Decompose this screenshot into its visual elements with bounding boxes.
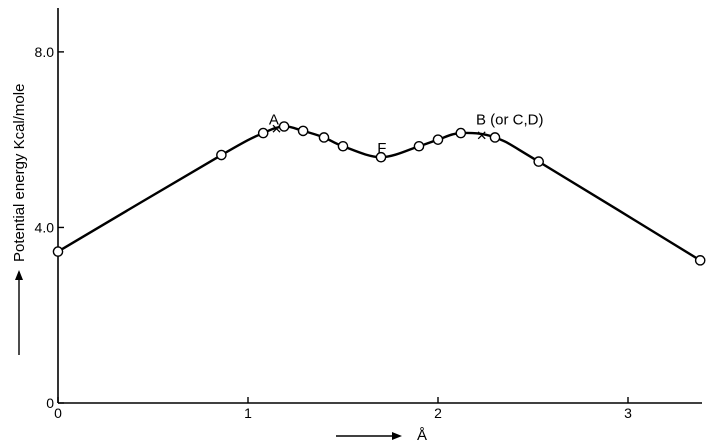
y-tick-label: 8.0 (35, 44, 55, 60)
data-point-marker (52, 246, 64, 257)
data-point-marker (455, 127, 467, 139)
x-axis-arrow (336, 432, 402, 440)
point-annotation-label: B (or C,D) (476, 111, 544, 128)
ticks: 0 1 2 3 0 4.0 8.0 (35, 44, 633, 421)
point-annotation-label: F (377, 140, 386, 157)
y-axis-title: Potential energy Kcal/mole (11, 84, 28, 262)
data-point-marker (694, 255, 706, 266)
x-axis-title: Å (417, 427, 427, 444)
data-point-marker (413, 140, 425, 152)
x-tick-label: 0 (54, 405, 62, 421)
data-point-marker (432, 134, 444, 145)
y-tick-label: 0 (46, 395, 54, 411)
plot-area: A F B (or C,D) (52, 111, 706, 266)
data-point-marker (318, 132, 330, 143)
y-axis-arrow (15, 270, 23, 355)
x-tick-label: 2 (434, 405, 442, 421)
data-point-marker (297, 125, 309, 137)
x-tick-label: 3 (624, 405, 632, 421)
data-point-marker (533, 156, 545, 167)
data-point-marker (489, 132, 501, 143)
data-point-marker (216, 149, 227, 161)
point-annotation-label: A (269, 111, 279, 128)
data-point-marker (375, 151, 387, 163)
data-point-marker (278, 121, 290, 132)
cross-marker (272, 124, 281, 133)
data-point-marker (337, 140, 349, 152)
axes (57, 8, 702, 404)
x-tick-label: 1 (244, 405, 252, 421)
cross-marker (477, 131, 486, 140)
data-point-marker (257, 127, 269, 139)
y-tick-label: 4.0 (35, 219, 55, 235)
